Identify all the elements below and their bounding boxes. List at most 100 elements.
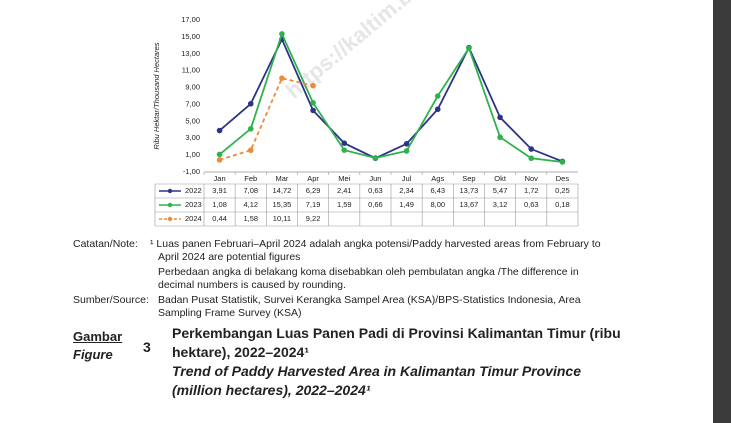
caption-label: Gambar (73, 329, 123, 344)
point (341, 140, 348, 147)
line: Trend of Paddy Harvested Area in Kaliman… (172, 363, 581, 379)
point (247, 100, 254, 107)
x-tick-label: Apr (307, 174, 319, 183)
point (466, 45, 472, 51)
table-cell: 1,72 (524, 186, 539, 195)
table-cell: 1,59 (337, 200, 352, 209)
line: Perbedaan angka di belakang koma disebab… (158, 266, 579, 278)
point (559, 159, 566, 165)
table-cell: 6,43 (430, 186, 445, 195)
point (528, 155, 535, 162)
point (247, 125, 254, 132)
legend-marker (167, 216, 173, 222)
source: Badan Pusat Statistik, Survei Kerangka S… (158, 294, 581, 320)
note: ¹ Luas panen Februari–April 2024 adalah … (150, 238, 601, 292)
table-cell: 15,35 (273, 200, 292, 209)
x-tick-label: Ags (431, 174, 444, 183)
series-line (218, 37, 563, 163)
point (216, 157, 223, 163)
point (310, 100, 316, 106)
point (216, 151, 223, 158)
table-cell: 8,00 (430, 200, 445, 209)
line: April 2024 are potential figures (158, 251, 301, 263)
series-line (219, 31, 563, 163)
point (310, 107, 316, 114)
point (372, 155, 379, 161)
caption-title: Perkembangan Luas Panen Padi di Provinsi… (172, 324, 621, 400)
y-tick-label: 7,00 (185, 99, 200, 108)
table-cell: 0,66 (368, 200, 383, 209)
point (434, 93, 441, 99)
y-tick-label: 1,00 (185, 150, 200, 159)
table-cell: 5,47 (493, 186, 508, 195)
table-cell: 10,11 (273, 214, 291, 223)
table-cell: 13,73 (460, 186, 479, 195)
y-tick-label: 15,00 (181, 32, 200, 41)
y-tick-label: -1,00 (183, 167, 200, 176)
table-cell: 7,19 (306, 200, 321, 209)
line: (million hectares), 2022–2024¹ (172, 382, 371, 398)
legend-marker (167, 188, 173, 194)
legend-label: 2022 (185, 186, 202, 195)
x-tick-label: Okt (494, 174, 507, 183)
x-tick-label: Jul (402, 174, 412, 183)
point (216, 127, 223, 134)
side-bar (713, 0, 731, 423)
table-cell: 3,91 (212, 186, 227, 195)
table-cell: 3,12 (493, 200, 508, 209)
table-cell: 7,08 (243, 186, 258, 195)
y-tick-label: 13,00 (181, 49, 200, 58)
table-cell: 0,63 (524, 200, 539, 209)
x-tick-label: Mar (275, 174, 288, 183)
point (497, 134, 503, 141)
table-cell: 6,29 (306, 186, 321, 195)
table-cell: 14,72 (273, 186, 292, 195)
x-tick-label: Jun (369, 174, 381, 183)
source-label: Sumber/Source: (73, 294, 149, 306)
line: ¹ Luas panen Februari–April 2024 adalah … (150, 238, 601, 250)
legend-label: 2023 (185, 200, 202, 209)
caption-number: 3 (143, 339, 151, 355)
y-tick-label: 11,00 (182, 66, 200, 75)
legend-label: 2024 (185, 214, 202, 223)
point (247, 147, 254, 154)
watermark: https://kaltim.b (281, 0, 417, 103)
line: hektare), 2022–2024¹ (172, 344, 309, 360)
y-tick-label: 5,00 (185, 116, 200, 125)
x-tick-label: Nov (525, 174, 539, 183)
x-tick-label: Feb (244, 174, 257, 183)
point (310, 82, 316, 89)
table-cell: 1,58 (243, 214, 258, 223)
line: Sampling Frame Survey (KSA) (158, 307, 302, 319)
table-cell: 0,63 (368, 186, 383, 195)
y-axis-label: Ribu Hektar/Thousand Hectares (152, 42, 161, 149)
table-cell: 0,18 (555, 200, 570, 209)
table-cell: 1,08 (212, 200, 227, 209)
x-tick-label: Sep (462, 174, 475, 183)
point (434, 106, 441, 113)
series-line (219, 77, 314, 161)
x-tick-label: Mei (338, 174, 350, 183)
point (403, 140, 410, 147)
y-tick-label: 17,00 (181, 15, 200, 24)
point (279, 75, 285, 81)
table-cell: 9,22 (306, 214, 321, 223)
point (497, 114, 503, 121)
table-cell: 13,67 (460, 200, 479, 209)
table-cell: 2,41 (337, 186, 352, 195)
line: Badan Pusat Statistik, Survei Kerangka S… (158, 294, 581, 306)
y-tick-label: 9,00 (185, 83, 200, 92)
table-cell: 0,44 (212, 214, 227, 223)
table-cell: 4,12 (243, 200, 258, 209)
caption-label: Figure (73, 347, 113, 362)
point (279, 31, 285, 37)
table-cell: 2,34 (399, 186, 414, 195)
point (341, 147, 348, 153)
line: Perkembangan Luas Panen Padi di Provinsi… (172, 325, 621, 341)
point (403, 148, 410, 154)
y-tick-label: 3,00 (185, 133, 200, 142)
line: decimal numbers is caused by rounding. (158, 279, 346, 291)
note-label: Catatan/Note: (73, 238, 138, 250)
